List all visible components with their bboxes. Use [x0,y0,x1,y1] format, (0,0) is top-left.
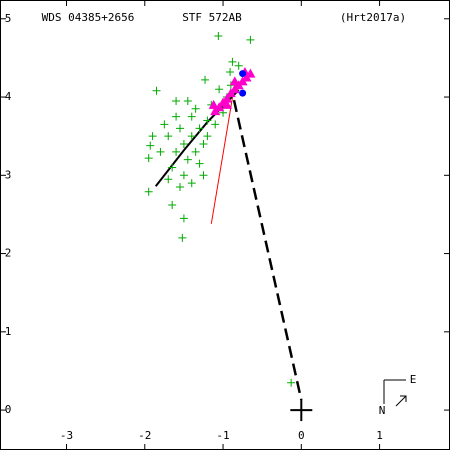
observation [168,201,177,210]
observation [203,116,212,125]
observation [187,132,196,141]
y-tick-label: 4 [5,90,12,103]
y-tick-label: 2 [5,247,12,260]
observation [144,154,153,163]
orbit-line [210,97,233,224]
observation [176,124,184,133]
speckle-point [221,93,232,103]
chart-title: WDS 04385+2656 [42,11,135,24]
x-tick-label: 0 [298,429,305,442]
observation [201,75,210,84]
compass-east-label: E [410,373,417,386]
compass-arrow-head [400,395,407,402]
observation [172,96,181,105]
observation [199,171,208,180]
point [239,70,247,78]
compass-north-label: N [379,404,386,417]
x-tick-label: -1 [216,429,229,442]
observation [234,61,243,70]
x-tick-label: -3 [60,429,73,442]
observation [287,378,296,387]
observation [146,141,155,150]
observation [195,159,204,168]
observation [226,68,235,76]
x-tick-label: -2 [138,429,151,442]
y-tick-label: 5 [5,12,12,25]
point [239,89,247,97]
observation [176,183,184,192]
orbit-line [232,99,303,401]
observation [246,35,255,44]
observation [191,104,200,113]
observation [179,214,188,223]
observation [187,179,196,188]
observation [214,32,223,40]
speckle-point [221,99,232,109]
observation [187,112,196,121]
observation [148,132,157,141]
speckle-point [208,99,219,109]
observation [152,86,161,95]
observation [199,140,208,148]
observation [228,57,237,66]
chart-subtitle: STF 572AB [182,11,242,24]
observation [156,147,165,156]
y-tick-label: 1 [5,325,12,338]
observation [183,96,192,105]
compass [383,379,407,407]
observation [168,163,177,172]
observation [179,171,188,180]
observation [172,112,181,121]
speckle-point [229,76,240,86]
observation [160,120,169,129]
compass-arrow [395,395,407,407]
observation [164,132,173,141]
speckle-point [214,102,225,112]
observation [195,124,204,133]
observation [211,120,220,129]
observation [215,85,224,94]
observation [164,175,173,184]
observation [172,147,181,156]
observation [191,147,200,156]
observation [179,140,188,148]
y-tick-label: 3 [5,168,12,181]
observation [144,187,153,196]
observation [183,155,192,164]
x-tick-label: 1 [376,429,383,442]
observation [203,132,212,141]
y-tick-label: 0 [5,403,12,416]
observation [178,233,187,242]
reference: (Hrt2017a) [340,11,406,24]
